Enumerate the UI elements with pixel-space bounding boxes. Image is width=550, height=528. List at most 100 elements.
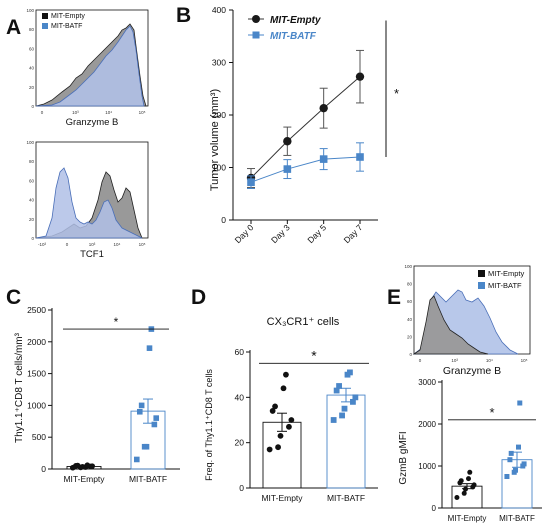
- panel-b-tumor-volume-chart: Tumor volume (mm³) MIT-Empty MIT-BATF 0 10…: [209, 5, 399, 245]
- y-tick-label: 20: [29, 85, 35, 90]
- panel-label-b: B: [176, 4, 192, 27]
- data-point: [84, 462, 91, 468]
- legend-label-batf: MIT-BATF: [270, 31, 317, 42]
- x-tick-label: MIT-Empty: [448, 514, 487, 523]
- significance-marker: *: [394, 86, 399, 101]
- x-tick-label: 10⁴: [486, 358, 493, 363]
- data-point: [341, 405, 348, 412]
- batf-histogram: [35, 167, 143, 239]
- data-point: [275, 444, 281, 451]
- significance-marker: *: [489, 405, 494, 420]
- data-point: [153, 415, 160, 421]
- y-tick-label: 100: [212, 163, 226, 173]
- y-tick-label: 0: [41, 464, 46, 474]
- significance-marker: *: [114, 315, 119, 329]
- y-tick-label: 2000: [418, 420, 436, 429]
- data-point: [89, 463, 96, 469]
- y-tick-label: 60: [235, 347, 245, 357]
- y-tick-label: 0: [31, 236, 34, 241]
- y-tick-label: 0: [221, 215, 226, 225]
- data-point: [138, 402, 145, 409]
- data-point: [347, 369, 353, 376]
- y-tick-label: 2500: [27, 305, 46, 315]
- panel-e-gzmb-chart: GzmB gMFI 0 1000 2000 3000 MIT-Empty MIT-BATF…: [398, 378, 542, 523]
- y-tick-label: 40: [407, 317, 413, 322]
- legend-swatch-batf: [42, 23, 48, 29]
- x-tick-label: 10³: [72, 110, 79, 115]
- x-tick-label: MIT-Empty: [63, 474, 105, 484]
- data-point: [269, 408, 276, 414]
- y-tick-label: 20: [235, 438, 245, 448]
- y-tick-label: 40: [235, 392, 245, 402]
- data-point: [339, 412, 345, 419]
- y-tick-label: 40: [29, 198, 35, 203]
- data-point: [319, 103, 328, 113]
- data-point: [356, 153, 364, 161]
- data-point: [504, 474, 510, 479]
- data-point: [266, 446, 273, 453]
- y-tick-label: 200: [212, 110, 226, 120]
- data-point: [280, 385, 287, 392]
- data-point: [288, 417, 295, 423]
- legend-swatch-batf: [478, 282, 485, 289]
- legend-label-batf: MIT-BATF: [51, 23, 82, 30]
- panel-a-top-histogram: MIT-Empty MIT-BATF 100 80 60 40 20 0 0 10³ 10⁴ 1…: [26, 8, 149, 128]
- panel-label-d: D: [191, 286, 207, 309]
- x-tick-label: 10⁵: [139, 110, 146, 115]
- data-point: [463, 486, 468, 492]
- data-point: [508, 450, 514, 456]
- data-point: [283, 137, 292, 146]
- y-tick-label: 3000: [418, 378, 436, 387]
- x-tick-label: MIT-BATF: [129, 474, 167, 484]
- x-axis-label: Granzyme B: [66, 117, 119, 128]
- y-tick-label: 300: [212, 58, 226, 68]
- y-tick-label: 2000: [27, 337, 46, 347]
- data-point: [458, 478, 464, 484]
- panel-a-bottom-histogram: 100 80 60 40 20 0 -10³ 0 10³ 10⁴ 10⁵ TCF1: [26, 140, 149, 260]
- y-tick-label: 60: [29, 178, 35, 183]
- x-tick-label: 10³: [89, 242, 96, 247]
- x-tick-label: 10⁵: [139, 242, 146, 247]
- data-point: [355, 72, 365, 81]
- y-tick-label: 20: [29, 217, 35, 222]
- panel-d-cx3cr1-chart: CX₃CR1⁺ cells Freq. of Thy1.1⁺CD8 T cell…: [204, 316, 378, 503]
- data-point: [467, 469, 473, 475]
- legend-label-empty: MIT-Empty: [270, 15, 321, 26]
- panel-e-histogram: MIT-Empty MIT-BATF 100 80 60 40 20 0 0 10³ 10⁴ 1…: [404, 264, 531, 377]
- x-tick-label: 10⁵: [521, 358, 528, 363]
- y-tick-label: 60: [29, 46, 35, 51]
- x-tick-label: 10⁴: [114, 242, 121, 247]
- y-tick-label: 400: [212, 5, 226, 15]
- legend-swatch-empty: [478, 270, 485, 277]
- data-point: [143, 443, 150, 450]
- chart-title: CX₃CR1⁺ cells: [267, 316, 340, 328]
- y-axis-label: GzmB gMFI: [398, 431, 409, 484]
- x-tick-label: Day 7: [342, 222, 365, 245]
- data-point: [286, 423, 292, 430]
- data-point: [319, 155, 328, 163]
- y-tick-label: 0: [409, 352, 412, 357]
- data-point: [74, 462, 81, 469]
- data-point: [277, 432, 284, 439]
- data-point: [517, 400, 523, 406]
- batf-histogram: [35, 25, 145, 107]
- y-tick-label: 0: [31, 104, 34, 109]
- x-tick-label: MIT-BATF: [327, 493, 365, 503]
- y-tick-label: 60: [407, 299, 413, 304]
- x-tick-label: Day 3: [269, 222, 292, 245]
- legend-label-empty: MIT-Empty: [488, 269, 525, 278]
- legend-label-batf: MIT-BATF: [488, 281, 522, 290]
- y-tick-label: 100: [404, 264, 412, 269]
- data-point: [333, 387, 340, 394]
- data-point: [133, 456, 140, 463]
- x-axis-label: Granzyme B: [443, 365, 501, 377]
- x-tick-label: -10³: [38, 242, 47, 247]
- y-tick-label: 80: [29, 159, 35, 164]
- data-point: [507, 457, 513, 463]
- empty-histogram: [412, 295, 489, 355]
- y-axis-label: Freq. of Thy1.1⁺CD8 T cells: [204, 369, 214, 481]
- x-tick-label: 10³: [451, 358, 458, 363]
- x-tick-label: MIT-Empty: [261, 493, 303, 503]
- y-tick-label: 1000: [418, 462, 436, 471]
- x-tick-label: MIT-BATF: [499, 514, 535, 523]
